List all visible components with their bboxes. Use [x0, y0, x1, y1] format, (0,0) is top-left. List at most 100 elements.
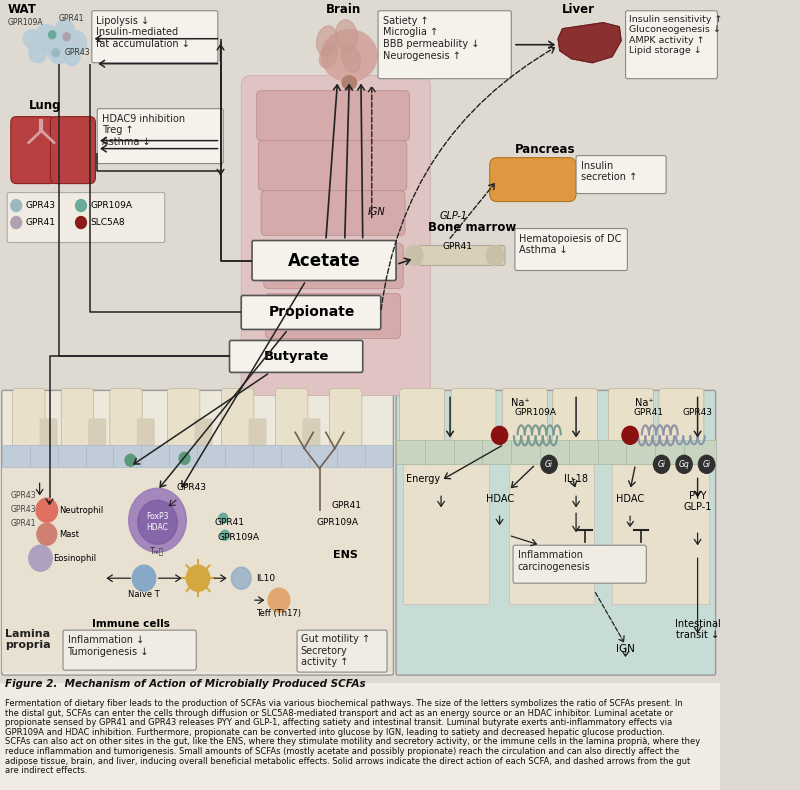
FancyBboxPatch shape: [92, 11, 218, 62]
Text: Teff (Th17): Teff (Th17): [257, 609, 302, 618]
Text: GPR109A: GPR109A: [7, 17, 43, 27]
Text: GPR109A and HDAC inhibition. Furthermore, propionate can be converted into gluco: GPR109A and HDAC inhibition. Furthermore…: [6, 728, 666, 737]
Text: GPR43: GPR43: [65, 47, 90, 57]
FancyBboxPatch shape: [222, 389, 254, 451]
Text: Mast: Mast: [59, 530, 79, 539]
Text: Gi: Gi: [658, 460, 666, 468]
Text: GPR41: GPR41: [11, 519, 36, 529]
FancyBboxPatch shape: [330, 389, 362, 451]
Bar: [2, 446, 391, 468]
FancyBboxPatch shape: [266, 293, 401, 338]
Text: Lung: Lung: [29, 99, 62, 111]
Text: Lipolysis ↓
Insulin-mediated
fat accumulation ↓: Lipolysis ↓ Insulin-mediated fat accumul…: [96, 16, 190, 49]
FancyBboxPatch shape: [275, 389, 308, 451]
FancyBboxPatch shape: [451, 389, 496, 449]
Text: Figure 2.  Mechanism of Action of Microbially Produced SCFAs: Figure 2. Mechanism of Action of Microbi…: [6, 679, 366, 689]
Text: ENS: ENS: [333, 550, 358, 560]
Text: the distal gut, SCFAs can enter the cells through diffusion or SLC5A8-mediated t: the distal gut, SCFAs can enter the cell…: [6, 709, 674, 717]
Circle shape: [218, 514, 228, 523]
Circle shape: [76, 200, 86, 212]
Text: Neutrophil: Neutrophil: [59, 506, 104, 515]
Text: Tᵣₑ⁧: Tᵣₑ⁧: [150, 546, 165, 555]
Text: Brain: Brain: [326, 2, 361, 16]
Text: IGN: IGN: [367, 206, 385, 216]
Ellipse shape: [322, 30, 377, 81]
Ellipse shape: [342, 76, 357, 90]
Text: Inflammation
carcinogenesis: Inflammation carcinogenesis: [518, 550, 590, 572]
Circle shape: [491, 427, 508, 444]
Text: GPR43: GPR43: [26, 201, 55, 210]
Text: HDAC9 inhibition
Treg ↑
Asthma ↓: HDAC9 inhibition Treg ↑ Asthma ↓: [102, 114, 185, 147]
Text: GPR41: GPR41: [26, 218, 55, 227]
Text: Energy: Energy: [406, 474, 440, 484]
Circle shape: [55, 20, 74, 42]
Text: IL10: IL10: [257, 574, 276, 583]
FancyBboxPatch shape: [194, 419, 213, 450]
Ellipse shape: [342, 45, 361, 72]
FancyBboxPatch shape: [576, 156, 666, 194]
Circle shape: [129, 488, 186, 552]
Text: Liver: Liver: [562, 2, 594, 16]
FancyBboxPatch shape: [302, 419, 321, 450]
FancyBboxPatch shape: [513, 545, 646, 583]
FancyBboxPatch shape: [50, 117, 95, 183]
Ellipse shape: [317, 26, 337, 55]
FancyBboxPatch shape: [98, 109, 223, 164]
Circle shape: [37, 523, 57, 545]
Circle shape: [23, 30, 40, 47]
FancyBboxPatch shape: [659, 389, 704, 449]
Text: GPR41: GPR41: [214, 518, 244, 527]
FancyBboxPatch shape: [137, 419, 155, 450]
Text: GLP-1: GLP-1: [439, 211, 467, 220]
Bar: [403, 465, 489, 604]
FancyBboxPatch shape: [378, 11, 511, 79]
Text: GPR109A: GPR109A: [90, 201, 132, 210]
Text: adipose tissue, brain, and liver, inducing overall beneficial metabolic effects.: adipose tissue, brain, and liver, induci…: [6, 757, 690, 766]
Text: GPR41: GPR41: [442, 242, 472, 250]
Text: PYY
GLP-1: PYY GLP-1: [683, 491, 712, 512]
FancyBboxPatch shape: [609, 389, 654, 449]
FancyBboxPatch shape: [400, 389, 445, 449]
Text: GPR109A: GPR109A: [514, 408, 557, 417]
Text: HDAC: HDAC: [146, 523, 169, 532]
Text: GPR109A: GPR109A: [218, 533, 260, 542]
Circle shape: [65, 31, 86, 55]
FancyBboxPatch shape: [264, 243, 403, 288]
FancyBboxPatch shape: [418, 246, 505, 265]
FancyBboxPatch shape: [62, 389, 94, 451]
Circle shape: [486, 246, 504, 265]
Circle shape: [11, 200, 22, 212]
Text: Insulin
secretion ↑: Insulin secretion ↑: [581, 160, 637, 182]
Text: propionate sensed by GPR41 and GPR43 releases PYY and GLP-1, affecting satiety a: propionate sensed by GPR41 and GPR43 rel…: [6, 718, 673, 728]
FancyBboxPatch shape: [13, 389, 45, 451]
FancyBboxPatch shape: [230, 340, 362, 372]
Text: GPR41: GPR41: [633, 408, 663, 417]
FancyBboxPatch shape: [249, 419, 266, 450]
Text: Immune cells: Immune cells: [91, 619, 170, 629]
Text: Gq: Gq: [678, 460, 690, 468]
Text: Na⁺: Na⁺: [635, 398, 654, 408]
Text: GPR43: GPR43: [682, 408, 713, 417]
Text: GPR109A: GPR109A: [317, 518, 359, 527]
Text: Bone marrow: Bone marrow: [427, 220, 516, 234]
FancyBboxPatch shape: [553, 389, 598, 449]
Text: SLC5A8: SLC5A8: [90, 218, 125, 227]
Circle shape: [221, 530, 230, 540]
Bar: [396, 440, 715, 465]
Circle shape: [138, 500, 178, 544]
Text: Inflammation ↓
Tumorigenesis ↓: Inflammation ↓ Tumorigenesis ↓: [67, 635, 149, 656]
FancyBboxPatch shape: [40, 419, 58, 450]
FancyBboxPatch shape: [167, 389, 200, 451]
Text: Naive T: Naive T: [128, 590, 160, 599]
Ellipse shape: [319, 43, 338, 68]
Text: are indirect effects.: are indirect effects.: [6, 766, 88, 775]
Text: Propionate: Propionate: [268, 306, 354, 319]
Circle shape: [125, 454, 136, 466]
Ellipse shape: [336, 20, 358, 51]
Circle shape: [231, 567, 251, 589]
FancyBboxPatch shape: [490, 158, 576, 201]
Text: IGN: IGN: [616, 644, 635, 654]
Text: GPR41: GPR41: [331, 502, 362, 510]
Text: Gut motility ↑
Secretory
activity ↑: Gut motility ↑ Secretory activity ↑: [301, 634, 370, 668]
FancyBboxPatch shape: [261, 190, 405, 235]
